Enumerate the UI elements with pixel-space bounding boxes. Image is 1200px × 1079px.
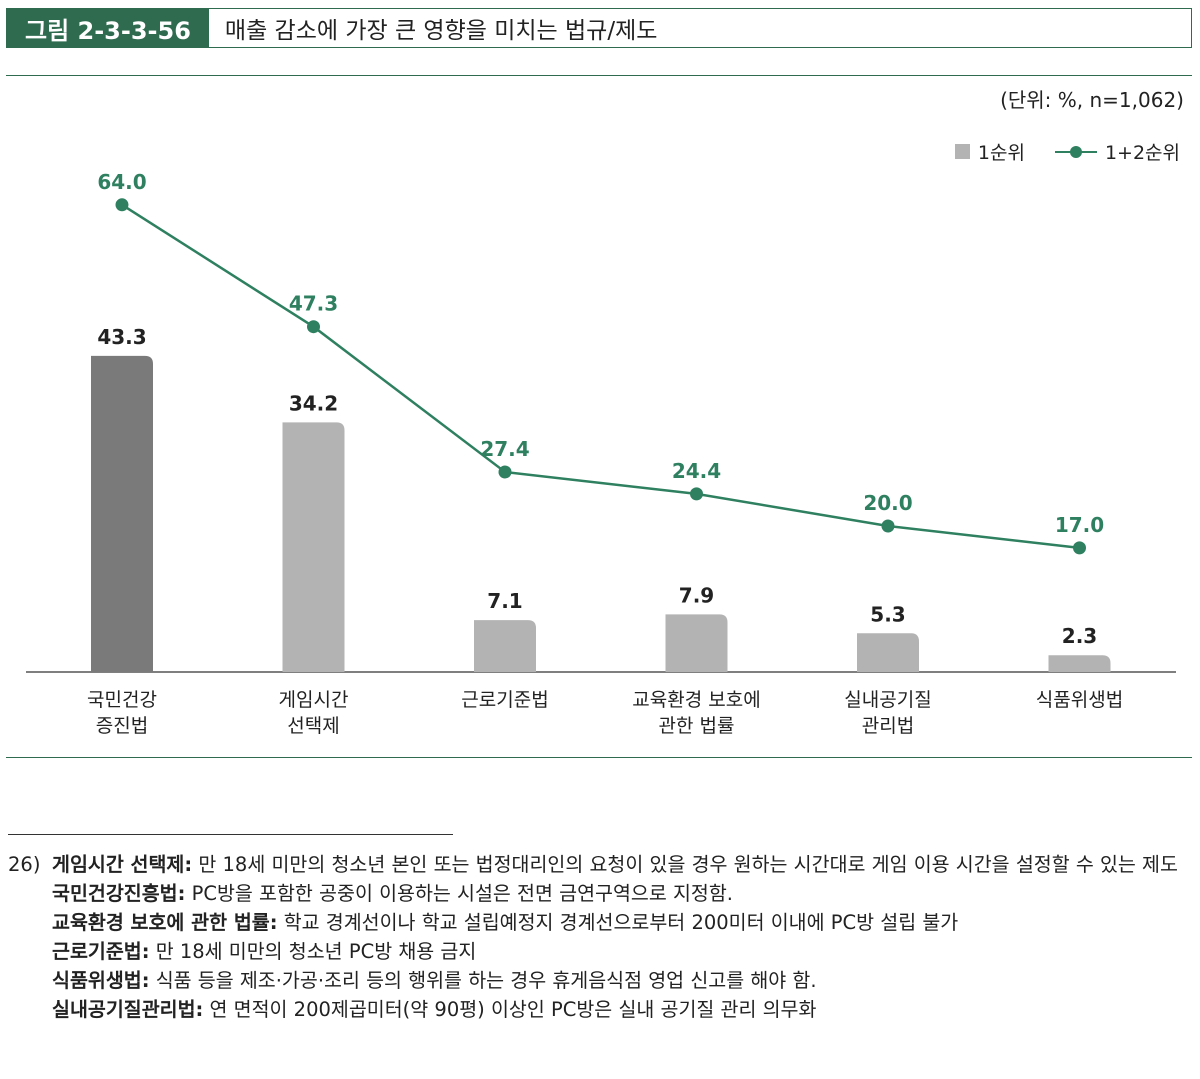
bar-value-label: 5.3 [870,602,905,626]
category-label: 게임시간 [279,689,349,711]
bar-value-label: 7.1 [487,589,522,613]
category-label: 식품위생법 [1036,689,1123,711]
bar [91,355,153,672]
legend-line-label: 1+2순위 [1104,142,1180,164]
category-label: 근로기준법 [461,689,548,711]
legend-bar-label: 1순위 [977,142,1025,164]
line-value-label: 20.0 [863,491,912,515]
category-label: 증진법 [96,715,148,737]
chart: 43.3 34.2 7.1 7.9 5.3 2.3 64.0 47.3 27.4 24.4 20.0… [26,170,1176,737]
line-point [498,465,512,479]
line-value-label: 24.4 [672,459,721,483]
legend-bar-swatch [954,144,970,159]
bar [282,422,345,672]
note-text: PC방을 포함한 공중이 이용하는 시설은 전면 금연구역으로 지정함. [185,882,733,905]
note-text: 학교 경계선이나 학교 설립예정지 경계선으로부터 200미터 이내에 PC방 … [277,911,959,934]
note-text: 만 18세 미만의 청소년 본인 또는 법정대리인의 요청이 있을 경우 원하는… [192,853,1178,876]
line-point [115,198,129,212]
footnotes: 26) 게임시간 선택제: 만 18세 미만의 청소년 본인 또는 법정대리인의… [8,850,1192,1024]
bottom-rule [6,757,1192,758]
line-value-label: 17.0 [1055,513,1104,537]
line-point [1073,541,1086,555]
note-term: 교육환경 보호에 관한 법률: [52,911,278,934]
footnote-first: 26) 게임시간 선택제: 만 18세 미만의 청소년 본인 또는 법정대리인의… [8,850,1192,879]
note-term: 실내공기질관리법: [52,998,204,1021]
note-text: 만 18세 미만의 청소년 PC방 채용 금지 [149,940,477,963]
footnote-line: 식품위생법: 식품 등을 제조·가공·조리 등의 행위를 하는 경우 휴게음식점… [8,966,1192,995]
figure-title: 매출 감소에 가장 큰 영향을 미치는 법규/제도 [224,18,658,44]
bar-value-label: 43.3 [97,325,146,349]
category-label: 실내공기질 [844,689,931,711]
category-label: 국민건강 [87,689,157,711]
line-point [881,519,895,533]
bar-value-label: 7.9 [679,583,714,607]
line-value-label: 27.4 [480,437,529,461]
bar [857,633,919,672]
bar-value-label: 2.3 [1062,624,1097,648]
line-point [307,320,320,334]
category-label: 선택제 [287,715,339,737]
bar [474,620,536,672]
category-label: 관리법 [862,715,914,737]
category-label: 관한 법률 [659,715,735,737]
line-value-label: 47.3 [289,292,338,316]
footnote-number: 26) [8,853,41,876]
note-text: 식품 등을 제조·가공·조리 등의 행위를 하는 경우 휴게음식점 영업 신고를… [149,969,817,992]
figure-label: 그림 2-3-3-56 [7,9,209,47]
figure-title-bar: 그림 2-3-3-56 매출 감소에 가장 큰 영향을 미치는 법규/제도 [6,8,1192,48]
note-term: 식품위생법: [52,969,150,992]
bar-value-label: 34.2 [289,391,338,415]
series-line [121,203,1080,550]
note-term: 게임시간 선택제: [52,853,193,876]
bar [1048,655,1111,672]
footnote-line: 근로기준법: 만 18세 미만의 청소년 PC방 채용 금지 [8,937,1192,966]
note-term: 국민건강진흥법: [52,882,186,905]
legend-line-swatch [1054,145,1097,159]
footnote-separator [8,834,453,835]
top-rule [6,75,1192,76]
unit-label: (단위: %, n=1,062) [1000,88,1184,112]
bar [665,614,728,672]
line-point [690,487,703,501]
note-term: 근로기준법: [52,940,150,963]
footnote-line: 교육환경 보호에 관한 법률: 학교 경계선이나 학교 설립예정지 경계선으로부… [8,908,1192,937]
footnote-line: 실내공기질관리법: 연 면적이 200제곱미터(약 90평) 이상인 PC방은 … [8,995,1192,1024]
category-label: 교육환경 보호에 [632,689,760,711]
line-value-label: 64.0 [97,170,146,194]
note-text: 연 면적이 200제곱미터(약 90평) 이상인 PC방은 실내 공기질 관리 … [203,998,817,1021]
chart-legend: 1순위 1+2순위 [954,138,1180,165]
footnote-line: 국민건강진흥법: PC방을 포함한 공중이 이용하는 시설은 전면 금연구역으로… [8,879,1192,908]
